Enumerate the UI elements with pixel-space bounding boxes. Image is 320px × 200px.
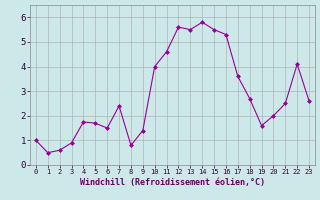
X-axis label: Windchill (Refroidissement éolien,°C): Windchill (Refroidissement éolien,°C) bbox=[80, 178, 265, 187]
